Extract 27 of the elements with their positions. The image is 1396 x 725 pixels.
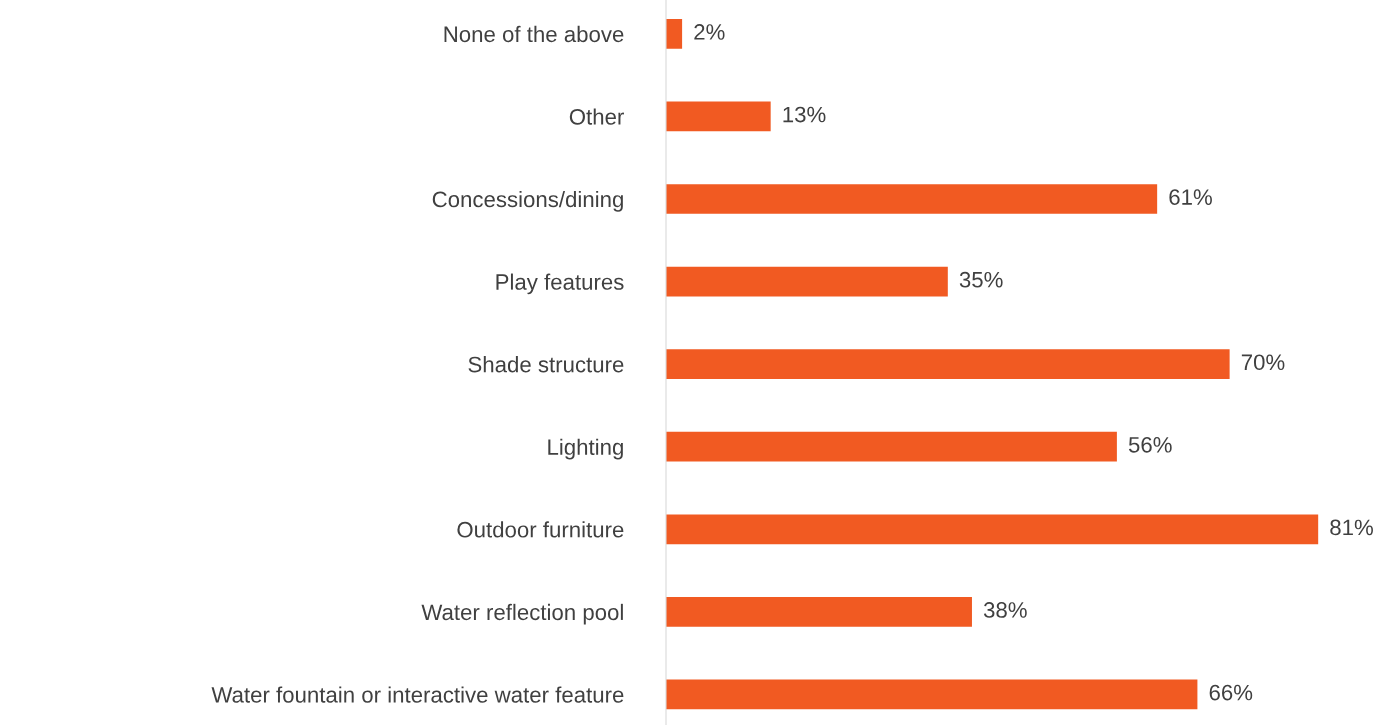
bar [666,679,1198,710]
y-tick-label: None of the above [444,25,624,43]
data-label: 35% [959,271,1003,288]
y-tick-label: Lighting [548,438,623,460]
y-tick-label: Water reflection pool [421,603,623,625]
bar [666,184,1158,214]
y-tick-label: Play features [496,273,624,295]
y-tick-label: Other [569,108,624,125]
y-tick-label: Concessions/dining [432,190,623,212]
bar [666,597,972,627]
bar [666,266,948,297]
data-label: 66% [1209,684,1253,701]
y-tick-label: Outdoor furniture [457,521,624,538]
data-label: 56% [1128,436,1172,453]
y-tick-label: Shade structure [468,356,624,373]
data-label: 38% [983,602,1027,618]
bar [666,101,771,132]
data-label: 81% [1330,519,1373,536]
bar [666,349,1230,380]
bar [666,431,1117,462]
data-label: 70% [1241,354,1285,371]
bar [666,514,1319,545]
y-tick-label: Water fountain or interactive water feature [211,686,624,703]
bar [666,18,683,49]
data-label: 2% [694,24,725,40]
data-label: 13% [783,106,826,123]
data-label: 61% [1169,189,1212,205]
